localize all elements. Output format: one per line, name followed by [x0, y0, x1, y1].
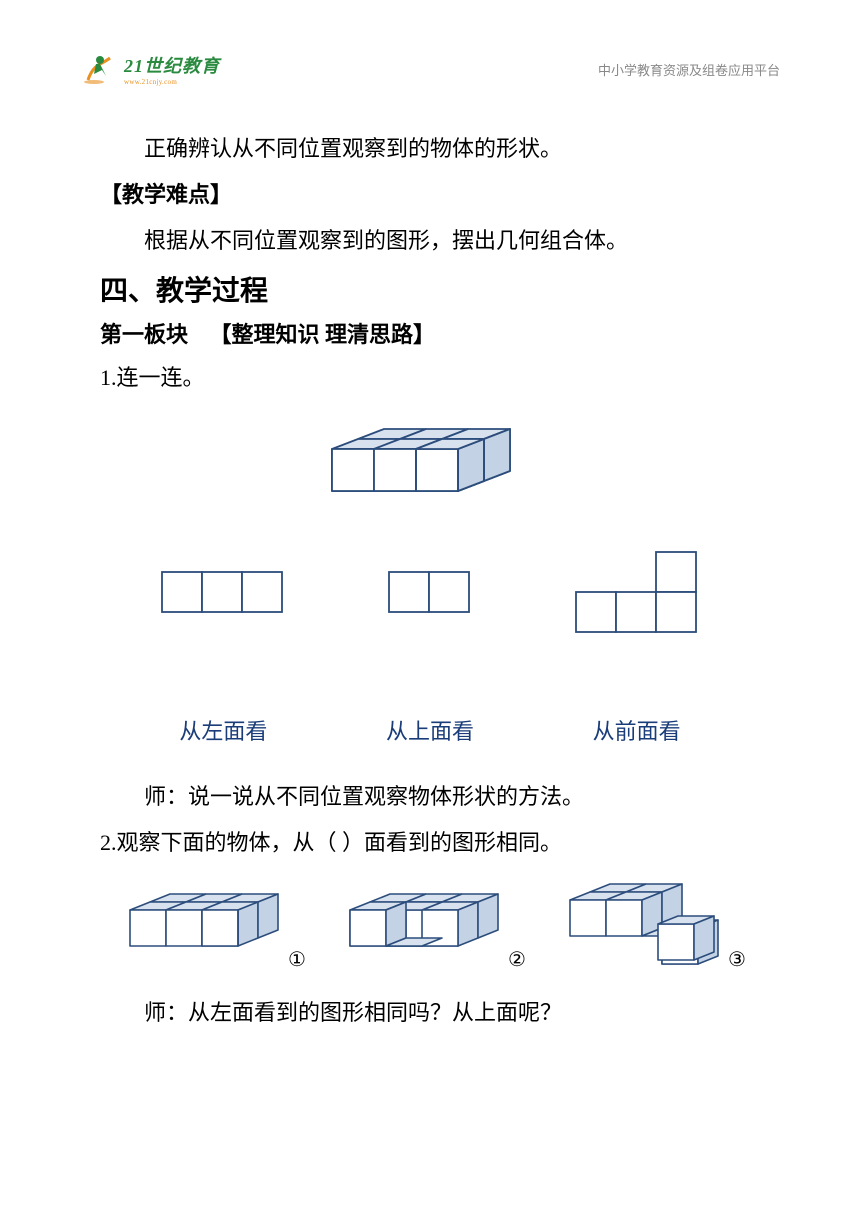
view-label-top: 从上面看 [386, 714, 474, 746]
item-2: 2.观察下面的物体，从（ ）面看到的图形相同。 [100, 822, 760, 864]
view-c [572, 548, 702, 634]
diagram-1: 从左面看 从上面看 从前面看 [100, 419, 760, 746]
teacher-prompt-1: 师：说一说从不同位置观察物体形状的方法。 [100, 776, 760, 818]
three-cubes-row: ① [100, 876, 760, 972]
cube-number-3: ③ [728, 947, 746, 972]
section-4-heading: 四、教学过程 [100, 269, 760, 309]
page-header: 21世纪教育 www.21cnjy.com 中小学教育资源及组卷应用平台 [80, 50, 780, 88]
logo-main-text: 21世纪教育 [124, 52, 220, 78]
logo-icon [80, 50, 118, 88]
view-options-row [100, 548, 760, 634]
teacher-prompt-2: 师：从左面看到的图形相同吗？从上面呢？ [100, 992, 760, 1034]
item-1: 1.连一连。 [100, 357, 760, 399]
view-label-left: 从左面看 [179, 714, 267, 746]
board-1-heading: 第一板块 【整理知识 理清思路】 [100, 317, 760, 349]
main-content: 正确辨认从不同位置观察到的物体的形状。 【教学难点】 根据从不同位置观察到的图形… [80, 128, 780, 1034]
cube-option-2: ② [334, 886, 526, 972]
cube-option-1: ① [114, 886, 306, 972]
cube-number-2: ② [508, 947, 526, 972]
cube-option-3: ③ [554, 876, 746, 972]
difficulty-label: 【教学难点】 [100, 174, 760, 216]
difficulty-text: 根据从不同位置观察到的图形，摆出几何组合体。 [100, 220, 760, 262]
header-right-text: 中小学教育资源及组卷应用平台 [598, 60, 780, 79]
view-labels-row: 从左面看 从上面看 从前面看 [100, 714, 760, 746]
logo-sub-text: www.21cnjy.com [124, 78, 220, 86]
main-3d-cube [100, 419, 760, 524]
board-1-title: 【整理知识 理清思路】 [210, 322, 436, 347]
view-a [158, 568, 288, 614]
view-label-front: 从前面看 [593, 714, 681, 746]
cube-number-1: ① [288, 947, 306, 972]
logo-text: 21世纪教育 www.21cnjy.com [124, 52, 220, 86]
view-b [385, 568, 475, 614]
logo: 21世纪教育 www.21cnjy.com [80, 50, 220, 88]
board-1-label: 第一板块 [100, 322, 188, 347]
intro-text: 正确辨认从不同位置观察到的物体的形状。 [100, 128, 760, 170]
